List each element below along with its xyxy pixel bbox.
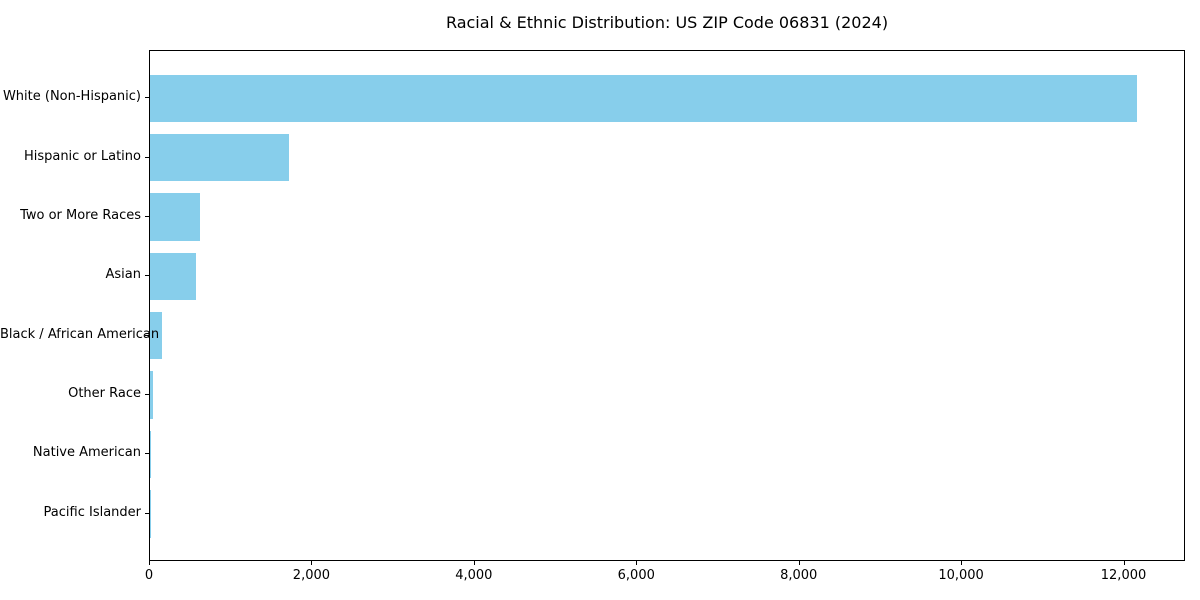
chart-title: Racial & Ethnic Distribution: US ZIP Cod… (445, 13, 889, 32)
y-tick-label-hispanic-or-latino: Hispanic or Latino (23, 148, 141, 164)
x-tick-label-10-000: 10,000 (938, 568, 984, 583)
bar-asian (150, 252, 196, 301)
y-tick-mark (145, 156, 149, 158)
y-tick-label-two-or-more-races: Two or More Races (20, 208, 141, 223)
x-tick-mark (149, 561, 150, 565)
y-tick-label-white-non-hispanic: White (Non-Hispanic) (2, 89, 141, 105)
x-tick-label-2-000: 2,000 (292, 568, 331, 583)
x-tick-mark (1123, 561, 1125, 565)
y-tick-label-pacific-islander: Pacific Islander (43, 504, 141, 520)
y-tick-mark (145, 275, 149, 277)
y-tick-label-black-african-american: Black / African American (0, 326, 160, 342)
y-tick-mark (145, 97, 149, 99)
x-tick-mark (473, 561, 475, 565)
y-tick-label-asian: Asian (105, 267, 141, 283)
bar-other-race (150, 371, 154, 419)
y-tick-mark (145, 216, 149, 217)
y-tick-mark (145, 394, 149, 396)
x-tick-mark (636, 561, 638, 565)
bar-hispanic-or-latino (150, 133, 289, 182)
bar-two-or-more-races (150, 193, 200, 241)
y-tick-mark (145, 453, 149, 455)
y-tick-label-native-american: Native American (32, 445, 141, 461)
x-tick-mark (961, 561, 963, 565)
bar-white-non-hispanic (150, 74, 1137, 123)
y-tick-mark (145, 334, 149, 336)
x-tick-label-12-000: 12,000 (1100, 568, 1147, 583)
y-tick-label-other-race: Other Race (68, 386, 141, 402)
plot-area (149, 50, 1185, 561)
y-tick-mark (145, 512, 149, 514)
x-tick-mark (311, 561, 313, 565)
x-tick-label-6-000: 6,000 (617, 568, 655, 583)
bar-black-african-american (150, 311, 162, 360)
x-tick-label-4-000: 4,000 (455, 568, 493, 583)
x-tick-mark (798, 561, 800, 565)
x-tick-label-8-000: 8,000 (780, 568, 818, 583)
x-tick-label-0: 0 (144, 568, 154, 583)
